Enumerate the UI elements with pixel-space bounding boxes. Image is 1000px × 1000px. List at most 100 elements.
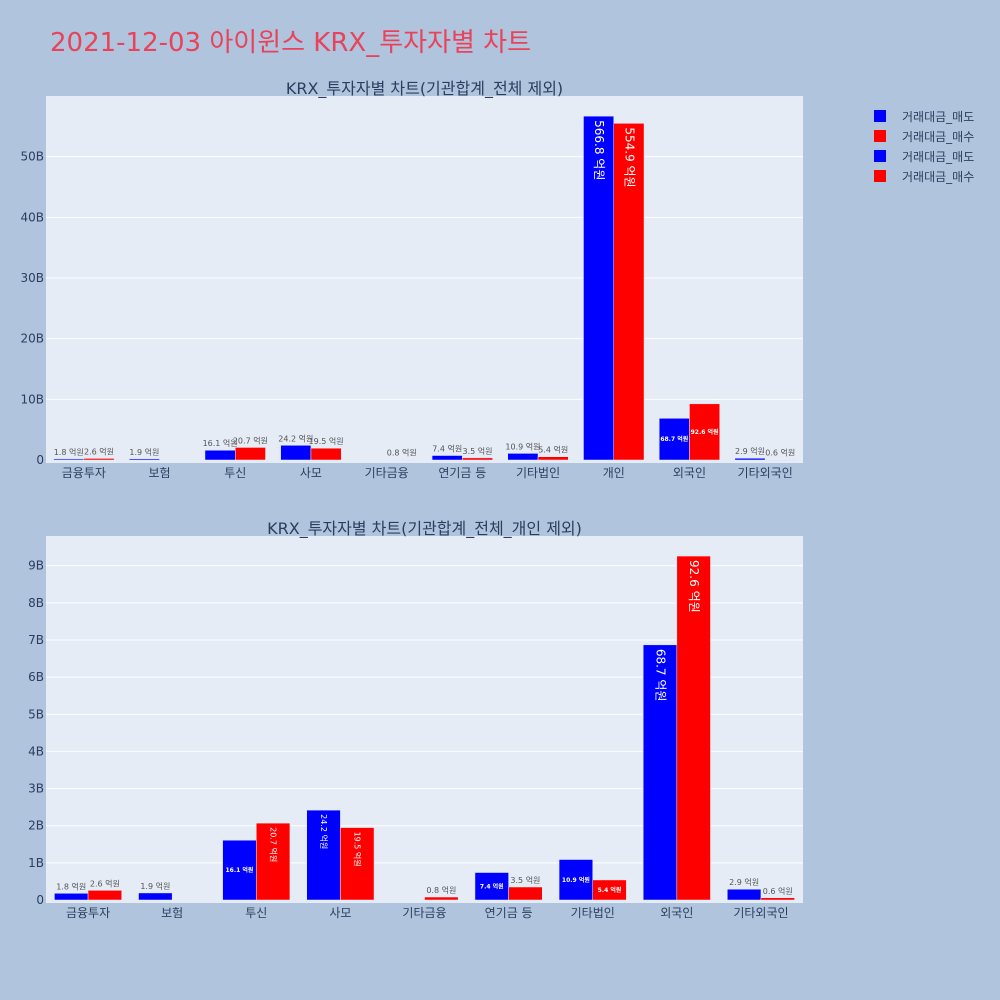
data-label: 16.1 억원: [203, 438, 238, 448]
legend-item[interactable]: 거래대금_매도: [874, 106, 974, 126]
x-tick-label: 기타법인: [516, 466, 560, 480]
chart-title: KRX_투자자별 차트(기관합계_전체 제외): [286, 79, 563, 99]
data-label: 1.9 억원: [140, 881, 170, 891]
bar: [764, 459, 796, 461]
y-tick-label: 40B: [20, 210, 44, 224]
data-label: 0.6 억원: [763, 886, 793, 896]
legend-swatch-buy: [874, 170, 886, 182]
bar: [424, 896, 459, 901]
y-tick-label: 6B: [28, 670, 44, 684]
x-tick-label: 금융투자: [66, 906, 110, 920]
data-label: 2.9 억원: [735, 446, 765, 456]
legend-label: 거래대금_매수: [902, 129, 975, 144]
bar: [306, 809, 341, 901]
bar: [474, 872, 509, 901]
data-label: 2.9 억원: [729, 877, 759, 887]
bar: [222, 839, 257, 901]
legend-item[interactable]: 거래대금_매수: [874, 126, 974, 146]
data-label: 0.8 억원: [426, 885, 456, 895]
legend-label: 거래대금_매도: [902, 149, 975, 164]
x-tick-label: 금융투자: [62, 466, 106, 480]
data-label: 20.7 억원: [233, 435, 268, 445]
bar: [734, 457, 766, 461]
x-tick-label: 개인: [603, 466, 625, 480]
bar: [689, 403, 720, 461]
data-label: 0.6 억원: [765, 448, 795, 458]
data-label: 5.4 억원: [538, 445, 568, 455]
chart-title: KRX_투자자별 차트(기관합계_전체_개인 제외): [267, 519, 582, 539]
x-tick-label: 투신: [224, 466, 246, 480]
x-tick-label: 기타법인: [571, 906, 615, 920]
bar: [431, 455, 463, 461]
data-label: 1.8 억원: [54, 447, 84, 457]
y-tick-label: 4B: [28, 744, 44, 758]
legend-item[interactable]: 거래대금_매수: [874, 166, 974, 186]
data-label: 92.6 억원: [687, 560, 701, 613]
x-tick-label: 외국인: [660, 906, 693, 920]
data-label: 554.9 억원: [622, 127, 636, 187]
bar: [54, 893, 89, 901]
bar: [583, 115, 614, 461]
legend-swatch-sell: [874, 110, 886, 122]
y-tick-label: 9B: [28, 559, 44, 573]
bar: [558, 859, 593, 901]
data-label: 16.1 억원: [225, 866, 253, 874]
x-tick-label: 기타외국인: [738, 466, 793, 480]
bar: [129, 458, 160, 461]
data-label: 20.7 억원: [269, 827, 279, 862]
x-tick-label: 보험: [161, 906, 183, 920]
bar: [340, 827, 375, 901]
y-tick-label: 5B: [28, 707, 44, 721]
y-tick-label: 20B: [20, 332, 44, 346]
x-tick-label: 연기금 등: [485, 906, 533, 920]
bar: [537, 456, 569, 461]
x-tick-label: 사모: [329, 906, 351, 920]
y-tick-label: 8B: [28, 596, 44, 610]
bar: [592, 879, 627, 901]
legend-swatch-sell: [874, 150, 886, 162]
bar: [256, 822, 291, 901]
x-tick-label: 투신: [245, 906, 267, 920]
data-label: 3.5 억원: [462, 446, 492, 456]
legend-item[interactable]: 거래대금_매도: [874, 146, 974, 166]
data-label: 2.6 억원: [90, 878, 120, 888]
data-label: 566.8 억원: [592, 120, 606, 180]
y-tick-label: 0: [36, 453, 44, 467]
data-label: 19.5 억원: [309, 436, 344, 446]
data-label: 24.2 억원: [278, 433, 313, 443]
legend-label: 거래대금_매도: [902, 109, 975, 124]
y-tick-label: 3B: [28, 782, 44, 796]
bar: [642, 644, 678, 901]
data-label: 68.7 억원: [654, 649, 668, 702]
y-tick-label: 0: [36, 893, 44, 907]
x-tick-label: 보험: [149, 466, 171, 480]
bar: [83, 458, 115, 461]
bar: [204, 449, 236, 461]
bar: [727, 888, 762, 901]
bar: [760, 897, 795, 901]
data-label: 1.8 억원: [56, 881, 86, 891]
data-label: 1.9 억원: [129, 447, 159, 457]
page-title: 2021-12-03 아이윈스 KRX_투자자별 차트: [50, 28, 532, 58]
legend: 거래대금_매도 거래대금_매수 거래대금_매도 거래대금_매수: [874, 106, 974, 186]
legend-label: 거래대금_매수: [902, 169, 975, 184]
y-tick-label: 2B: [28, 819, 44, 833]
x-tick-label: 외국인: [673, 466, 706, 480]
data-label: 3.5 억원: [510, 875, 540, 885]
y-tick-label: 1B: [28, 856, 44, 870]
bar: [508, 886, 543, 901]
bar: [53, 458, 85, 461]
bar: [676, 555, 711, 901]
data-label: 7.4 억원: [432, 444, 462, 454]
y-tick-label: 30B: [20, 271, 44, 285]
bar: [280, 445, 312, 461]
bar: [613, 123, 645, 461]
y-tick-label: 10B: [20, 392, 44, 406]
x-tick-label: 연기금 등: [438, 466, 486, 480]
x-tick-label: 기타금융: [402, 906, 446, 920]
x-tick-label: 기타금융: [365, 466, 409, 480]
y-tick-label: 50B: [20, 150, 44, 164]
bar: [310, 447, 342, 461]
data-label: 2.6 억원: [84, 446, 114, 456]
